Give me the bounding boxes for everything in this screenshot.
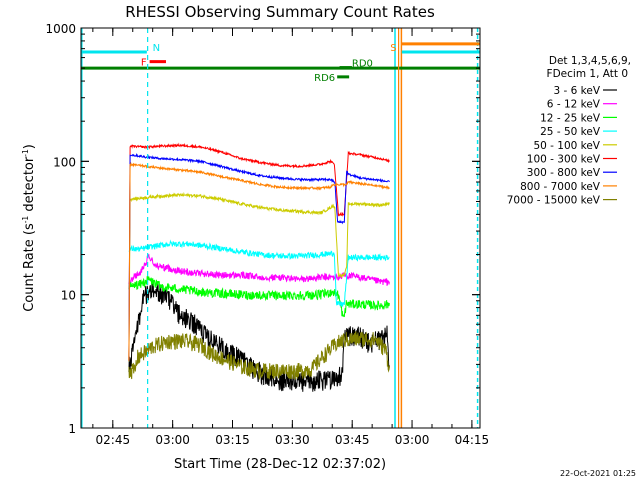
y-tick-label-1: 1 bbox=[68, 422, 76, 436]
x-tick-label-0245: 02:45 bbox=[96, 433, 131, 447]
legend-header-line-2: FDecim 1, Att 0 bbox=[547, 68, 628, 80]
legend-label-7000-15000-kev: 7000 - 15000 keV bbox=[507, 195, 601, 207]
plot-frame bbox=[80, 27, 481, 429]
legend-label-6-12-kev: 6 - 12 keV bbox=[547, 99, 601, 111]
x-tick-label-0300: 03:00 bbox=[395, 433, 430, 447]
series-line-12-25-kev bbox=[128, 276, 390, 318]
y-axis-label: Count Rate (s-1 detector-1) bbox=[21, 144, 37, 312]
x-tick-label-0300: 03:00 bbox=[155, 433, 190, 447]
footer-timestamp: 22-Oct-2021 01:25 bbox=[560, 469, 636, 478]
flag-label-rd6: RD6 bbox=[314, 73, 335, 84]
y-axis-label-sup1: -1 bbox=[21, 216, 30, 224]
legend-label-100-300-kev: 100 - 300 keV bbox=[527, 154, 601, 166]
legend-label-300-800-kev: 300 - 800 keV bbox=[527, 167, 601, 179]
legend-label-25-50-kev: 25 - 50 keV bbox=[540, 126, 601, 138]
legend-label-12-25-kev: 12 - 25 keV bbox=[540, 112, 601, 124]
series-line-6-12-kev bbox=[128, 253, 390, 287]
flag-label-rd0: RD0 bbox=[352, 59, 373, 70]
legend-header-line-1: Det 1,3,4,5,6,9, bbox=[549, 55, 631, 67]
series-line-7000-15000-kev bbox=[128, 330, 390, 381]
y-axis-label-mid: detector bbox=[22, 156, 37, 216]
x-tick-label-0345: 03:45 bbox=[335, 433, 370, 447]
flag-label-f: F bbox=[141, 58, 147, 69]
plot-area: F RD0 RD6 N S bbox=[81, 28, 480, 428]
legend-label-50-100-kev: 50 - 100 keV bbox=[533, 140, 600, 152]
x-axis-label: Start Time (28-Dec-12 02:37:02) bbox=[174, 457, 386, 472]
y-tick-label-1000: 1000 bbox=[45, 22, 76, 36]
y-tick-label-100: 100 bbox=[53, 155, 76, 169]
chart-title: RHESSI Observing Summary Count Rates bbox=[125, 3, 435, 21]
series-line-800-7000-kev bbox=[128, 161, 390, 361]
marker-label-s: S bbox=[390, 43, 396, 54]
x-tick-label-0330: 03:30 bbox=[275, 433, 310, 447]
legend: Det 1,3,4,5,6,9, FDecim 1, Att 0 3 - 6 k… bbox=[507, 55, 631, 207]
axes: 1 10 100 1000 02:45 03:00 03:15 03:30 03:45 03:00… bbox=[45, 22, 489, 447]
legend-label-800-7000-kev: 800 - 7000 keV bbox=[520, 181, 601, 193]
marker-label-n: N bbox=[153, 43, 160, 54]
y-axis-label-sup2: -1 bbox=[21, 149, 30, 157]
x-tick-label-0315: 03:15 bbox=[215, 433, 250, 447]
y-axis-label-main: Count Rate (s bbox=[22, 223, 37, 312]
y-tick-label-10: 10 bbox=[61, 289, 76, 303]
legend-label-3-6-kev: 3 - 6 keV bbox=[553, 85, 600, 97]
series-line-300-800-kev bbox=[128, 152, 390, 362]
series-line-25-50-kev bbox=[128, 239, 390, 307]
y-axis-label-end: ) bbox=[22, 144, 37, 149]
series-line-50-100-kev bbox=[128, 191, 390, 362]
x-tick-label-0415: 04:15 bbox=[455, 433, 490, 447]
